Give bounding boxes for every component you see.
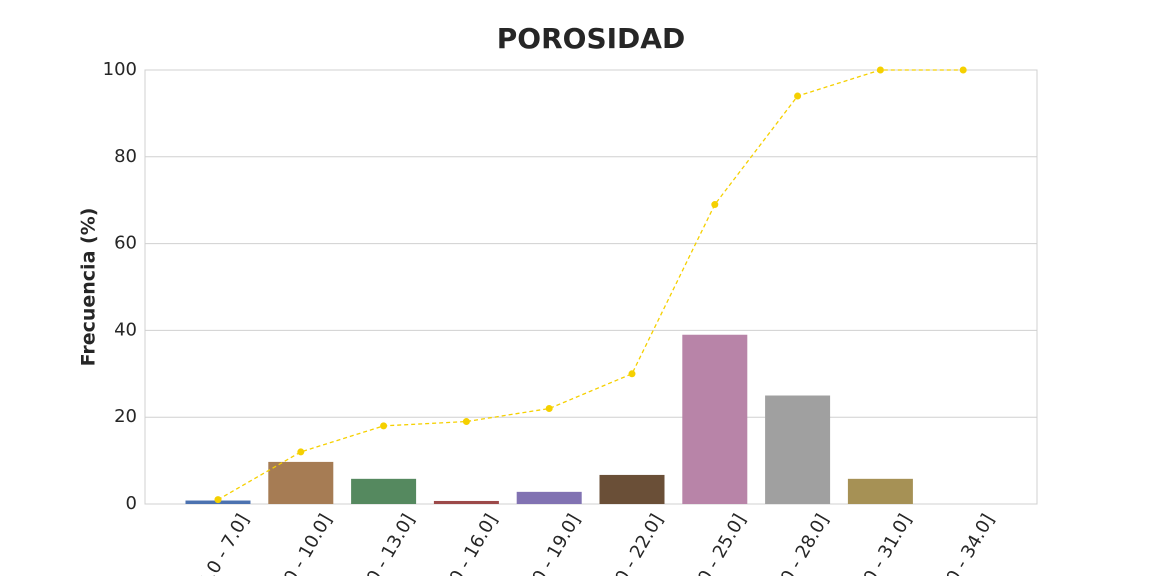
line-point: [794, 92, 802, 100]
line-point: [462, 418, 470, 426]
bar: [351, 478, 417, 504]
bar: [433, 500, 499, 504]
line-point: [959, 66, 967, 74]
y-tick-label: 60: [114, 233, 137, 254]
line-point: [214, 496, 222, 504]
y-tick-label: 40: [114, 319, 137, 340]
x-tick-label: (16.0 - 19.0]: [511, 511, 585, 576]
x-tick-label: (25.0 - 28.0]: [759, 511, 833, 576]
y-tick-label: 80: [114, 146, 137, 167]
plot-frame: [144, 69, 1038, 505]
x-tick-label: (31.0 - 34.0]: [925, 510, 999, 576]
chart-title: POROSIDAD: [497, 22, 685, 55]
line-point: [297, 448, 305, 456]
cumulative-line: [217, 69, 964, 501]
x-tick-label: (7.0 - 10.0]: [268, 511, 337, 576]
bar: [516, 491, 582, 504]
line-point: [628, 370, 636, 378]
x-tick-label: (10.0 - 13.0]: [345, 510, 419, 576]
x-tick-label: (13.0 - 16.0]: [428, 511, 502, 576]
line-point: [876, 66, 884, 74]
bar: [599, 474, 665, 504]
y-tick-label: 20: [114, 406, 137, 427]
line-point: [711, 201, 719, 209]
x-tick-label: (4.0 - 7.0]: [191, 511, 254, 576]
x-tick-label: (28.0 - 31.0]: [842, 511, 916, 576]
bar: [268, 461, 334, 504]
bar: [682, 334, 748, 504]
bar: [765, 395, 831, 504]
x-tick-label: (19.0 - 22.0]: [593, 511, 667, 576]
line-point: [545, 405, 553, 413]
y-axis-label: Frecuencia (%): [78, 208, 100, 367]
line-point: [380, 422, 388, 430]
x-tick-label: (22.0 - 25.0]: [676, 511, 750, 576]
y-tick-label: 100: [103, 59, 137, 80]
bar: [847, 478, 913, 504]
y-tick-label: 0: [126, 493, 137, 514]
